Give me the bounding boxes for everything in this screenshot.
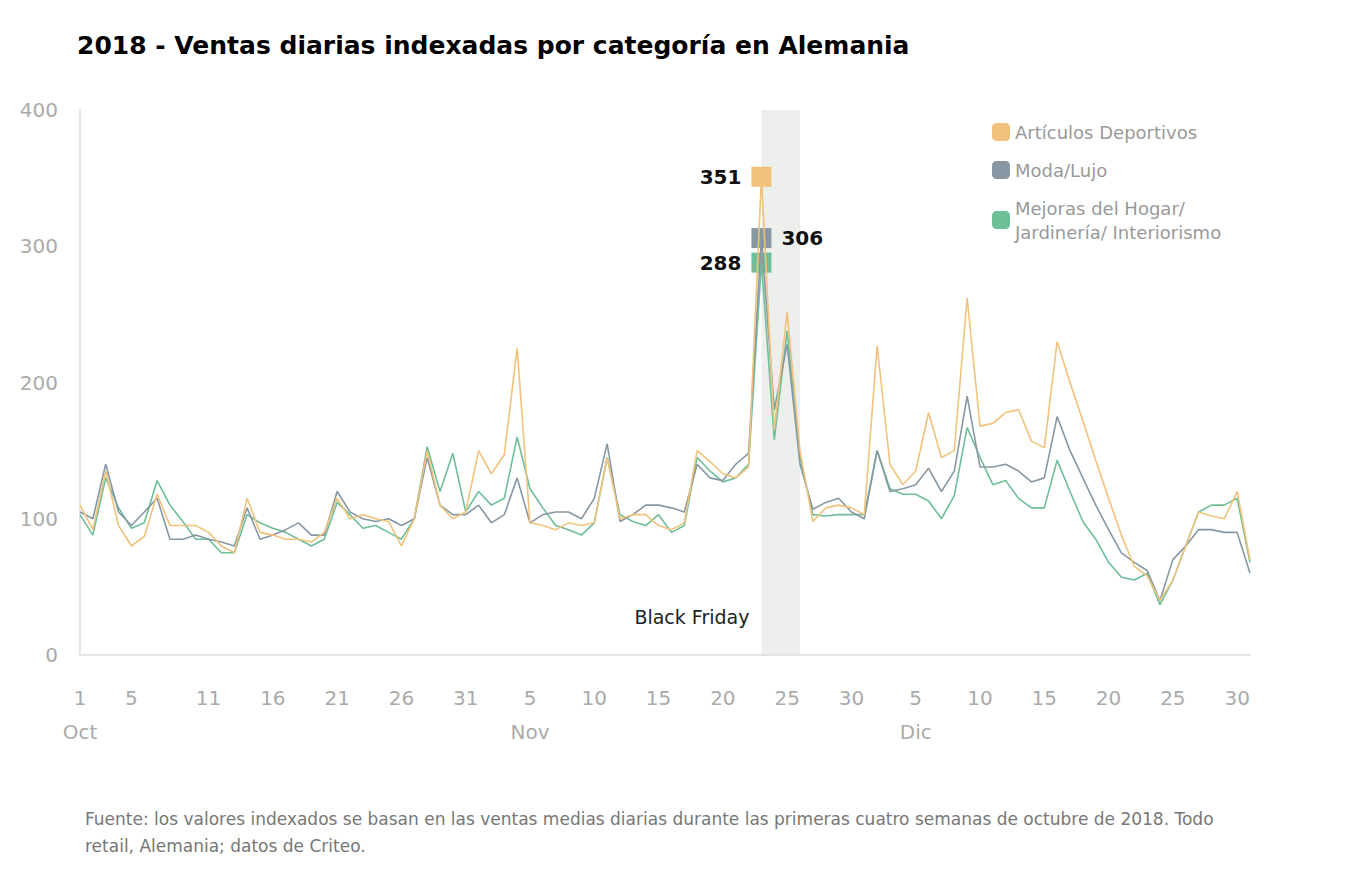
svg-text:31: 31 xyxy=(453,686,478,710)
svg-text:Fuente: los valores indexados: Fuente: los valores indexados se basan e… xyxy=(85,809,1219,829)
svg-text:0: 0 xyxy=(45,643,58,667)
svg-text:25: 25 xyxy=(774,686,799,710)
svg-text:21: 21 xyxy=(324,686,349,710)
svg-text:Mejoras del Hogar/: Mejoras del Hogar/ xyxy=(1015,198,1191,219)
svg-text:100: 100 xyxy=(20,507,58,531)
svg-text:20: 20 xyxy=(1096,686,1121,710)
svg-text:300: 300 xyxy=(20,234,58,258)
svg-text:Nov: Nov xyxy=(510,720,549,744)
svg-text:Oct: Oct xyxy=(63,720,98,744)
svg-text:5: 5 xyxy=(909,686,922,710)
svg-text:Jardinería/ Interiorismo: Jardinería/ Interiorismo xyxy=(1014,222,1221,243)
svg-text:351: 351 xyxy=(700,165,742,189)
svg-text:15: 15 xyxy=(1032,686,1057,710)
svg-text:30: 30 xyxy=(1224,686,1249,710)
svg-text:Artículos Deportivos: Artículos Deportivos xyxy=(1015,122,1197,143)
svg-text:200: 200 xyxy=(20,371,58,395)
svg-text:2018 - Ventas diarias indexada: 2018 - Ventas diarias indexadas por cate… xyxy=(77,31,909,60)
svg-text:16: 16 xyxy=(260,686,285,710)
svg-text:15: 15 xyxy=(646,686,671,710)
svg-text:26: 26 xyxy=(389,686,414,710)
svg-text:30: 30 xyxy=(839,686,864,710)
svg-text:Black Friday: Black Friday xyxy=(634,606,749,628)
svg-text:retail, Alemania; datos de Cri: retail, Alemania; datos de Criteo. xyxy=(85,836,366,856)
svg-text:288: 288 xyxy=(700,251,742,275)
svg-text:10: 10 xyxy=(967,686,992,710)
svg-text:5: 5 xyxy=(125,686,138,710)
svg-text:Moda/Lujo: Moda/Lujo xyxy=(1015,160,1107,181)
svg-text:306: 306 xyxy=(781,226,823,250)
svg-text:20: 20 xyxy=(710,686,735,710)
svg-text:10: 10 xyxy=(582,686,607,710)
svg-text:11: 11 xyxy=(196,686,221,710)
svg-text:Dic: Dic xyxy=(900,720,932,744)
svg-text:400: 400 xyxy=(20,98,58,122)
svg-text:5: 5 xyxy=(524,686,537,710)
svg-text:25: 25 xyxy=(1160,686,1185,710)
svg-text:1: 1 xyxy=(74,686,87,710)
